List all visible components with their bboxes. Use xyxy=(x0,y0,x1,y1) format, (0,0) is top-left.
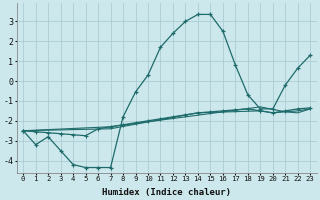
X-axis label: Humidex (Indice chaleur): Humidex (Indice chaleur) xyxy=(102,188,231,197)
